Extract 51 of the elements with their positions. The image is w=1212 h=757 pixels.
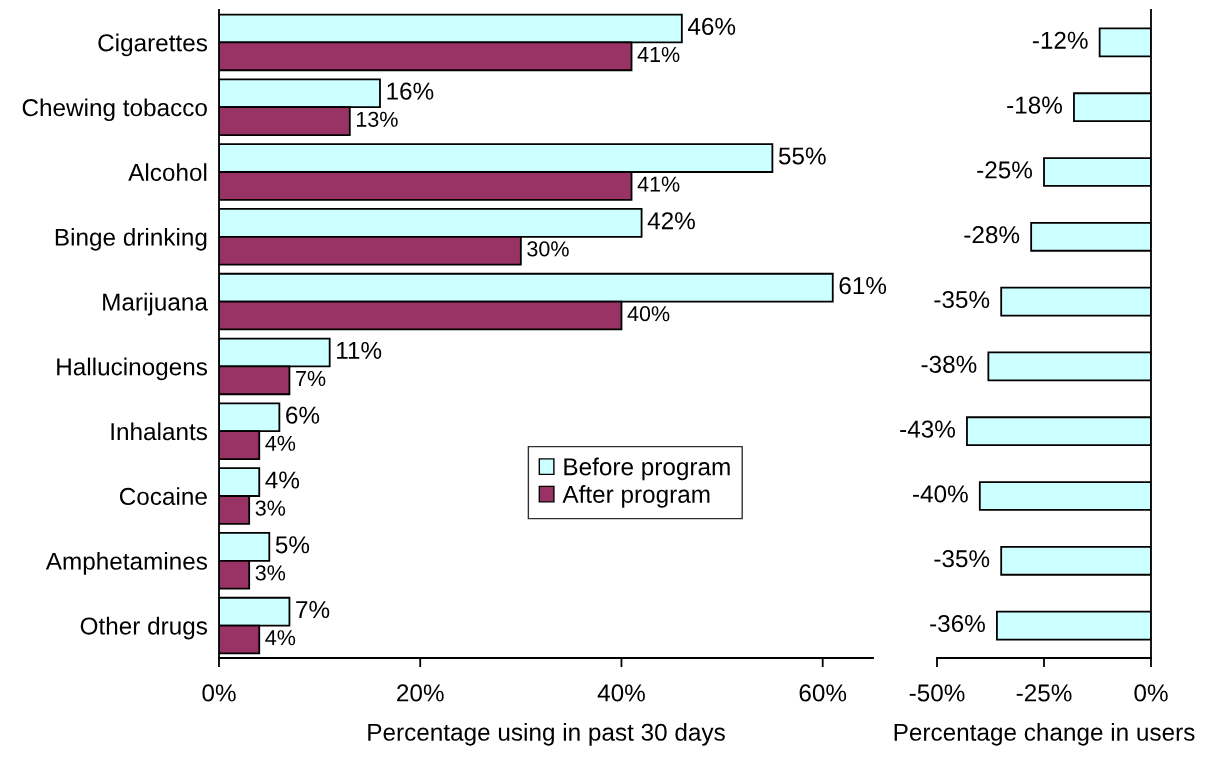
data-label: 41%	[637, 46, 680, 63]
x-tick-label: -25%	[1016, 684, 1072, 702]
y-tick-label: Inhalants	[111, 422, 208, 441]
data-label: 5%	[275, 536, 310, 554]
y-tick-label: Hallucinogens	[57, 357, 208, 381]
y-tick-label: Chewing tobacco	[22, 98, 207, 122]
data-label: 55%	[778, 147, 826, 165]
y-tick-label: Amphetamines	[45, 551, 208, 575]
x-tick-label: 20%	[397, 684, 444, 702]
y-tick-label: Alcohol	[128, 163, 207, 182]
y-tick-label: Binge drinking	[55, 227, 207, 251]
x-axis-title: Percentage using in past 30 days	[368, 723, 725, 746]
x-tick-label: 0%	[1134, 684, 1168, 702]
x-tick-label: 60%	[799, 684, 847, 702]
data-label: 42%	[647, 212, 695, 230]
data-label: 4%	[265, 435, 296, 451]
data-label: 3%	[255, 500, 286, 516]
y-tick-label: Marijuana	[103, 292, 208, 316]
data-label: -18%	[1007, 96, 1062, 114]
data-label: 40%	[627, 306, 670, 322]
data-label: -43%	[900, 420, 955, 438]
data-label: -40%	[913, 485, 968, 503]
data-label: -28%	[964, 226, 1020, 244]
data-label: -12%	[1032, 31, 1088, 49]
x-tick-label: 0%	[202, 684, 236, 702]
legend-label: Before program	[564, 457, 730, 481]
data-label: 7%	[296, 370, 326, 387]
data-label: 3%	[255, 565, 286, 581]
data-label: -38%	[921, 355, 977, 373]
x-tick-label: -50%	[909, 684, 965, 702]
data-label: 30%	[527, 241, 569, 257]
data-label: 46%	[687, 17, 736, 35]
data-label: -36%	[930, 614, 985, 633]
data-label: -35%	[934, 550, 990, 568]
data-label: 7%	[296, 601, 330, 619]
data-label: 16%	[387, 82, 434, 100]
x-axis-title: Percentage change in users	[894, 723, 1195, 746]
data-label: -35%	[934, 290, 990, 309]
data-label: 61%	[839, 276, 887, 295]
data-label: 6%	[286, 406, 320, 424]
legend-label: After program	[562, 485, 710, 508]
x-tick-label: 40%	[597, 684, 645, 702]
data-label: 41%	[637, 176, 680, 192]
data-label: 11%	[337, 341, 382, 359]
data-label: 4%	[265, 471, 300, 489]
data-label: 4%	[265, 630, 296, 646]
y-tick-label: Other drugs	[80, 616, 208, 640]
data-label: 13%	[357, 111, 398, 127]
data-label: -25%	[977, 161, 1033, 179]
y-tick-label: Cigarettes	[98, 33, 208, 57]
y-tick-label: Cocaine	[119, 487, 207, 506]
